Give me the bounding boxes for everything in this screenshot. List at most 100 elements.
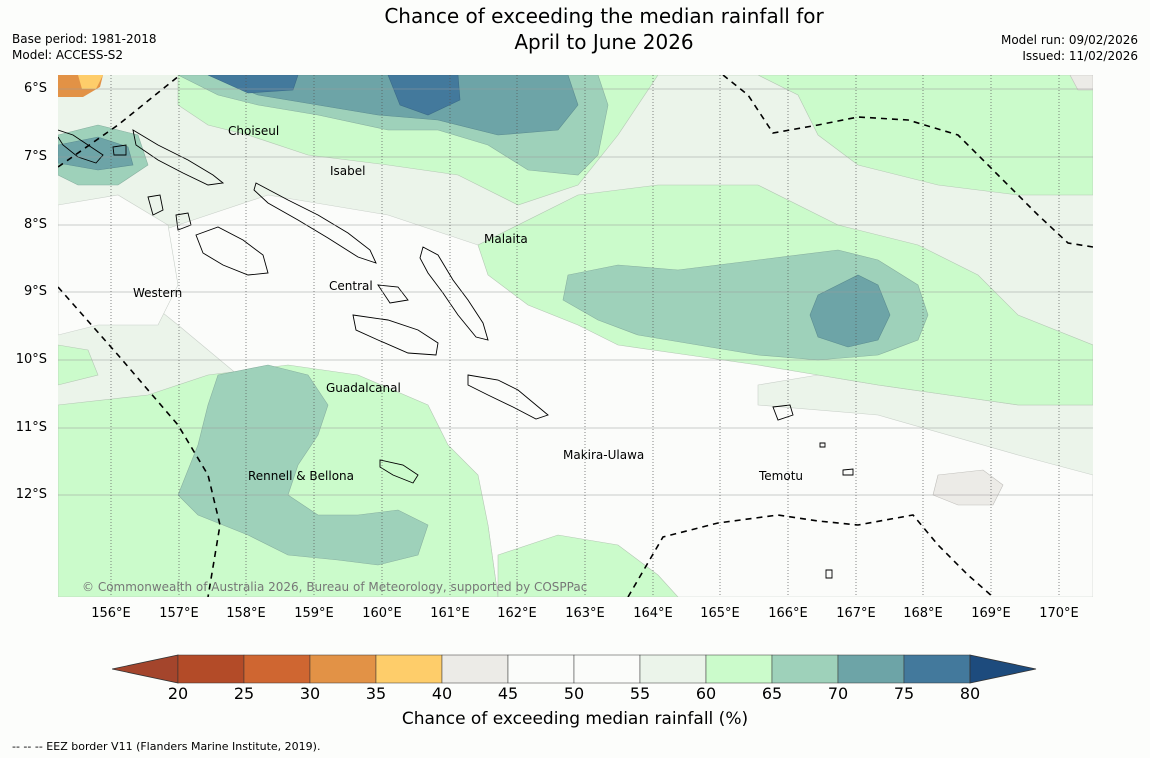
- lon-label-163e: 163°E: [565, 606, 605, 621]
- lon-label-160e: 160°E: [362, 606, 402, 621]
- band-75-80: [387, 75, 461, 116]
- rennell-island: [379, 459, 419, 484]
- band-60-65-west-edge: [58, 344, 99, 386]
- eez-south: [627, 514, 994, 597]
- lon-label-161e: 161°E: [430, 606, 470, 621]
- malaita-island: [419, 246, 489, 341]
- lon-label-168e: 168°E: [903, 606, 943, 621]
- new-georgia: [195, 226, 269, 276]
- florida-islands: [377, 284, 409, 304]
- colorbar-tick-55: 55: [629, 684, 651, 703]
- colorbar-title: Chance of exceeding median rainfall (%): [401, 709, 749, 729]
- guadalcanal-island: [352, 314, 439, 356]
- lon-label-156e: 156°E: [91, 606, 131, 621]
- eez-north-west: [58, 75, 181, 168]
- label-choiseul: Choiseul: [228, 124, 280, 138]
- colorbar-extend-low: [112, 654, 179, 684]
- left-meta: Base period: 1981-2018 Model: ACCESS-S2: [12, 31, 157, 63]
- title-line-2: April to June 2026: [514, 30, 694, 54]
- band-75-80-nw: [207, 75, 299, 94]
- utupua: [819, 442, 826, 448]
- vella-lavella: [147, 194, 164, 216]
- lon-label-165e: 165°E: [700, 606, 740, 621]
- lon-label-164e: 164°E: [633, 606, 673, 621]
- lat-label-12s: 12°S: [15, 487, 47, 502]
- band-60-65-south: [497, 534, 679, 597]
- label-guadalcanal: Guadalcanal: [326, 381, 401, 395]
- colorbar-tick-80: 80: [959, 684, 981, 703]
- colorbar-extend-high: [969, 654, 1037, 684]
- right-meta: Model run: 09/02/2026 Issued: 11/02/2026: [1001, 32, 1138, 64]
- lon-label-159e: 159°E: [294, 606, 334, 621]
- lat-label-7s: 7°S: [23, 149, 47, 164]
- isabel-island: [253, 182, 377, 264]
- colorbar-tick-35: 35: [365, 684, 387, 703]
- lon-label-169e: 169°E: [971, 606, 1011, 621]
- band-70-75-north: [207, 75, 579, 136]
- colorbar-seg-65-70: [771, 654, 839, 684]
- label-makira-ulawa: Makira-Ulawa: [563, 448, 645, 462]
- colorbar-tick-40: 40: [431, 684, 453, 703]
- colorbar: [112, 654, 1037, 684]
- colorbar-seg-75-80: [903, 654, 971, 684]
- colorbar-seg-60-65: [705, 654, 773, 684]
- label-isabel: Isabel: [330, 164, 366, 178]
- label-rennell-bellona: Rennell & Bellona: [248, 469, 355, 483]
- model-name: Model: ACCESS-S2: [12, 48, 124, 62]
- colorbar-tick-75: 75: [893, 684, 915, 703]
- lat-label-6s: 6°S: [23, 81, 47, 96]
- lon-label-166e: 166°E: [768, 606, 808, 621]
- colorbar-tick-50: 50: [563, 684, 585, 703]
- lat-label-10s: 10°S: [15, 352, 47, 367]
- colorbar-seg-55-60: [639, 654, 707, 684]
- lon-gridlines: [110, 75, 1060, 597]
- band-70-75-east: [809, 274, 891, 348]
- lon-label-167e: 167°E: [836, 606, 876, 621]
- issued-date: Issued: 11/02/2026: [1022, 49, 1138, 63]
- colorbar-seg-25-30: [243, 654, 311, 684]
- lat-label-8s: 8°S: [23, 217, 47, 232]
- coastlines: [58, 129, 854, 579]
- map-title: Chance of exceeding the median rainfall …: [0, 3, 1150, 55]
- label-temotu: Temotu: [759, 469, 804, 483]
- band-65-70-south: [177, 364, 429, 566]
- eez-west: [58, 286, 221, 597]
- band-50-55-west: [58, 194, 179, 336]
- rainfall-map[interactable]: [58, 75, 1093, 597]
- band-35-40: [78, 75, 103, 89]
- label-malaita: Malaita: [484, 232, 528, 246]
- shortland: [112, 144, 127, 156]
- colorbar-tick-30: 30: [299, 684, 321, 703]
- title-line-1: Chance of exceeding the median rainfall …: [384, 4, 824, 28]
- colorbar-tick-20: 20: [167, 684, 189, 703]
- vanikoro: [842, 468, 854, 476]
- torres-north: [825, 569, 833, 579]
- bougainville: [58, 129, 104, 164]
- makira-island: [467, 374, 549, 420]
- eez-legend: -- -- -- EEZ border V11 (Flanders Marine…: [12, 740, 321, 753]
- label-western: Western: [133, 286, 183, 300]
- lon-label-158e: 158°E: [226, 606, 266, 621]
- colorbar-seg-20-25: [177, 654, 245, 684]
- colorbar-seg-35-40: [375, 654, 443, 684]
- colorbar-tick-45: 45: [497, 684, 519, 703]
- colorbar-tick-60: 60: [695, 684, 717, 703]
- model-run: Model run: 09/02/2026: [1000, 33, 1138, 47]
- colorbar-seg-45-50: [507, 654, 575, 684]
- lat-label-11s: 11°S: [15, 420, 47, 435]
- base-period: Base period: 1981-2018: [12, 32, 157, 46]
- colorbar-tick-65: 65: [761, 684, 783, 703]
- copyright-notice: © Commonwealth of Australia 2026, Bureau…: [82, 580, 588, 594]
- santa-cruz: [772, 404, 794, 421]
- label-central: Central: [329, 279, 373, 293]
- band-70-75-west: [58, 136, 134, 171]
- colorbar-seg-30-35: [309, 654, 377, 684]
- lat-gridlines: [58, 88, 1093, 496]
- eez-north-east: [722, 75, 1093, 248]
- colorbar-seg-50-55: [573, 654, 641, 684]
- colorbar-tick-70: 70: [827, 684, 849, 703]
- eez-border: [58, 75, 1093, 597]
- lon-label-157e: 157°E: [159, 606, 199, 621]
- band-40-45-ne: [1069, 75, 1093, 91]
- lon-label-170e: 170°E: [1039, 606, 1079, 621]
